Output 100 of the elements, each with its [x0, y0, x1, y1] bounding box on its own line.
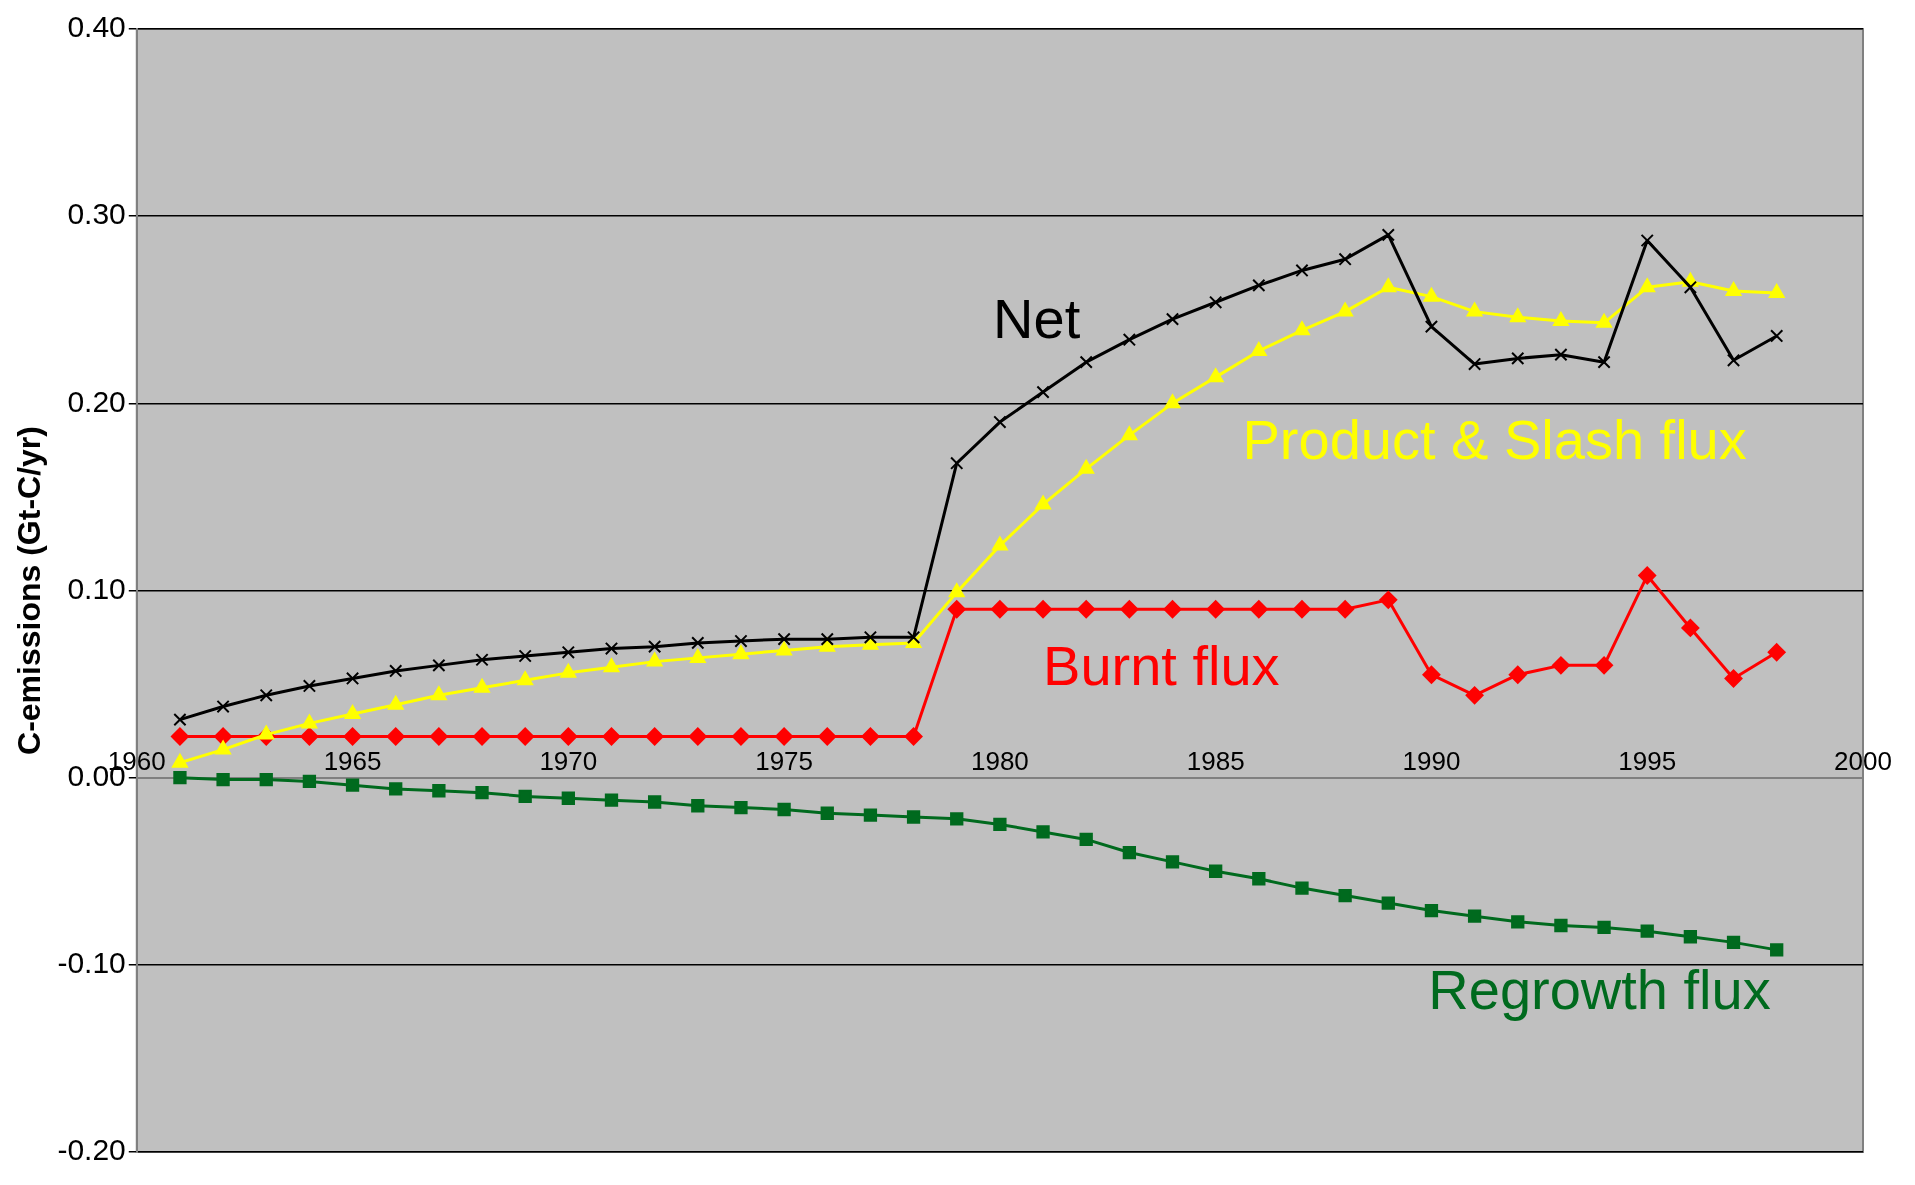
point — [430, 686, 447, 701]
point — [1551, 656, 1570, 675]
point — [1509, 308, 1526, 323]
point — [1207, 368, 1224, 383]
point — [731, 727, 750, 746]
point — [1209, 864, 1223, 878]
point — [603, 658, 620, 673]
point — [691, 799, 705, 813]
point — [777, 802, 791, 817]
point — [904, 727, 923, 746]
point — [432, 658, 446, 673]
point — [1596, 313, 1612, 328]
point — [604, 793, 619, 807]
point — [688, 727, 707, 746]
point — [819, 637, 836, 652]
point — [1209, 295, 1223, 309]
point — [1554, 918, 1568, 933]
point — [1465, 686, 1484, 705]
point — [733, 645, 749, 660]
point — [1122, 845, 1137, 860]
point — [302, 774, 317, 789]
point — [561, 791, 575, 805]
point — [432, 784, 446, 798]
point — [389, 782, 403, 796]
point — [863, 630, 878, 644]
point — [1467, 909, 1482, 923]
y-tick-label: -0.20 — [57, 1133, 126, 1167]
point — [1770, 329, 1784, 343]
point — [389, 664, 403, 678]
point — [906, 810, 921, 824]
point — [215, 740, 232, 755]
point — [776, 641, 793, 656]
point — [1640, 924, 1654, 938]
point — [1511, 915, 1525, 929]
point — [172, 753, 188, 768]
y-axis-title: C-emissions (Gt-C/yr) — [11, 426, 48, 755]
point — [173, 771, 187, 785]
point — [602, 727, 621, 746]
point — [1552, 311, 1569, 326]
x-tick-label: 2000 — [1834, 746, 1892, 777]
point — [993, 415, 1007, 429]
series-label: Net — [993, 286, 1081, 350]
point — [344, 705, 361, 720]
point — [1683, 280, 1698, 294]
point — [734, 634, 748, 648]
point — [473, 727, 492, 746]
y-tick-label: 0.10 — [67, 571, 126, 605]
point — [820, 806, 834, 820]
point — [518, 789, 532, 804]
point — [170, 727, 189, 746]
point — [516, 727, 535, 746]
point — [1336, 600, 1355, 619]
point — [1079, 832, 1093, 847]
series-label: Burnt flux — [1043, 633, 1280, 697]
point — [517, 671, 534, 686]
point — [950, 812, 964, 826]
point — [1165, 312, 1180, 326]
point — [559, 727, 578, 746]
point — [861, 727, 880, 746]
point — [302, 679, 317, 693]
point — [474, 678, 490, 693]
point — [1034, 600, 1053, 619]
point — [1295, 263, 1309, 278]
point — [947, 600, 966, 619]
point — [734, 800, 748, 815]
y-tick-label: 0.40 — [67, 10, 126, 44]
point — [777, 632, 791, 646]
point — [387, 695, 404, 710]
point — [1337, 302, 1354, 317]
point — [173, 712, 187, 727]
point — [646, 652, 663, 667]
point — [1121, 426, 1138, 441]
point — [1640, 233, 1654, 248]
point — [259, 772, 273, 787]
point — [1422, 665, 1441, 684]
point — [1381, 896, 1395, 910]
point — [1164, 394, 1181, 409]
point — [1424, 319, 1439, 334]
point — [216, 699, 230, 714]
point — [214, 727, 233, 746]
point — [948, 583, 965, 598]
point — [1379, 590, 1398, 609]
point — [1597, 355, 1611, 369]
x-tick-label: 1995 — [1618, 746, 1677, 777]
point — [1078, 459, 1095, 474]
y-tick-label: 0.20 — [67, 384, 126, 418]
point — [990, 600, 1009, 619]
point — [993, 817, 1007, 832]
point — [561, 645, 575, 659]
point — [1250, 341, 1267, 356]
point — [991, 536, 1008, 551]
x-tick-label: 1965 — [323, 746, 382, 777]
x-tick-label: 1970 — [539, 746, 598, 777]
point — [1770, 943, 1784, 957]
point — [1381, 228, 1395, 242]
point — [647, 639, 662, 654]
x-tick-label: 1990 — [1402, 746, 1461, 777]
point — [1466, 302, 1483, 317]
point — [1511, 351, 1525, 366]
point — [1726, 935, 1741, 950]
